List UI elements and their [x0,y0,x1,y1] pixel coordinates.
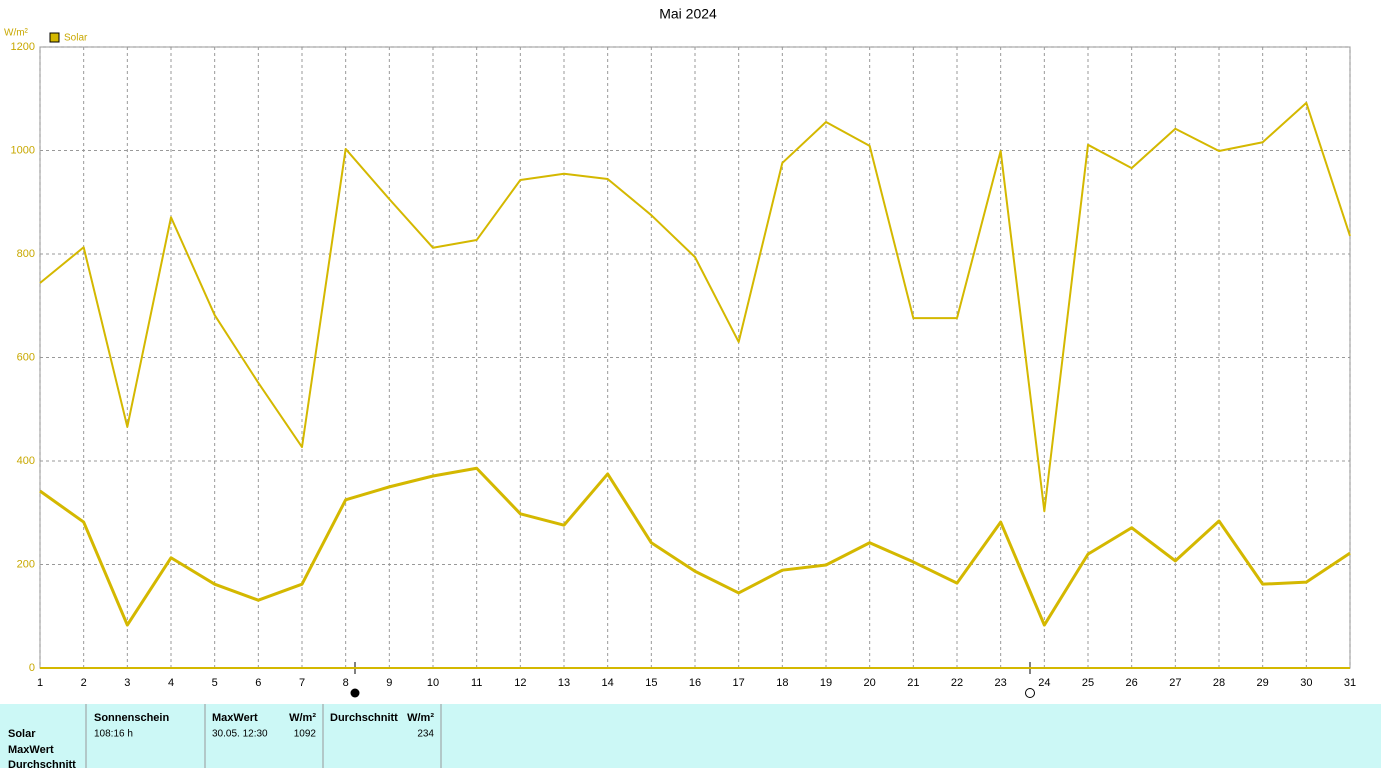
x-tick-label: 29 [1257,677,1269,689]
x-tick-label: 25 [1082,677,1094,689]
row-label: Durchschnitt [8,759,76,768]
x-tick-label: 24 [1038,677,1050,689]
x-tick-label: 5 [212,677,218,689]
column-header: Durchschnitt [330,712,398,724]
x-tick-label: 7 [299,677,305,689]
x-tick-label: 6 [255,677,261,689]
x-tick-label: 18 [776,677,788,689]
row-label: Solar [8,728,36,740]
x-tick-label: 13 [558,677,570,689]
y-tick-label: 600 [17,351,35,363]
x-tick-label: 21 [907,677,919,689]
x-tick-label: 22 [951,677,963,689]
x-tick-label: 9 [386,677,392,689]
x-tick-label: 17 [733,677,745,689]
x-tick-label: 28 [1213,677,1225,689]
x-tick-label: 10 [427,677,439,689]
x-tick-label: 20 [864,677,876,689]
y-tick-label: 1200 [11,41,35,53]
x-tick-label: 12 [514,677,526,689]
x-tick-label: 4 [168,677,174,689]
table-cell: 1092 [294,729,317,740]
table-cell: 108:16 h [94,729,133,740]
new-moon-icon [350,688,360,698]
x-tick-label: 31 [1344,677,1356,689]
table-background [0,704,1381,768]
y-tick-label: 800 [17,248,35,260]
column-header: MaxWert [212,712,258,724]
x-tick-label: 27 [1169,677,1181,689]
x-tick-label: 14 [602,677,614,689]
table-cell: 234 [417,729,434,740]
x-tick-label: 1 [37,677,43,689]
x-tick-label: 11 [471,677,482,689]
legend-label: Solar [64,33,88,44]
x-tick-label: 16 [689,677,701,689]
table-cell: 30.05. 12:30 [212,729,268,740]
data-line [39,101,1351,513]
column-header: W/m² [289,712,316,724]
row-label: MaxWert [8,744,54,756]
x-tick-label: 30 [1300,677,1312,689]
x-tick-label: 23 [995,677,1007,689]
y-tick-label: 200 [17,558,35,570]
full-moon-icon [1025,688,1035,698]
x-tick-label: 3 [124,677,130,689]
y-axis-label: W/m² [4,28,29,39]
chart-title: Mai 2024 [659,6,717,22]
column-header: W/m² [407,712,434,724]
summary-table: Solar MaxWert Durchschnitt Sonnenschein … [0,704,1381,768]
y-tick-label: 400 [17,455,35,467]
x-tick-label: 15 [645,677,657,689]
x-tick-label: 8 [343,677,349,689]
y-tick-label: 0 [29,662,35,674]
legend-swatch [49,32,60,43]
x-tick-label: 19 [820,677,832,689]
x-tick-label: 2 [81,677,87,689]
data-line [39,466,1351,627]
y-tick-label: 1000 [11,144,35,156]
x-tick-label: 26 [1126,677,1138,689]
column-header: Sonnenschein [94,712,169,724]
